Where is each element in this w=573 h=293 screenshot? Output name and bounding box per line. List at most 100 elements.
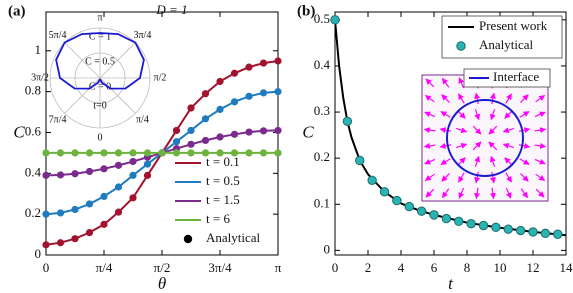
polar-theta-label: π/4 xyxy=(136,115,149,126)
data-point xyxy=(56,149,65,157)
data-point xyxy=(143,160,152,168)
field-arrow xyxy=(488,141,498,151)
x-tick-label: 4 xyxy=(398,260,405,275)
data-point xyxy=(187,126,195,135)
field-arrow xyxy=(425,78,435,88)
field-arrow xyxy=(502,127,515,134)
data-point xyxy=(172,138,181,146)
data-point xyxy=(143,149,152,157)
data-point xyxy=(454,216,464,227)
field-arrow xyxy=(505,187,512,199)
data-point xyxy=(230,69,239,77)
field-arrow xyxy=(440,111,451,118)
y-tick-label: 0 xyxy=(324,241,331,256)
y-tick-label: 0.4 xyxy=(314,57,331,72)
field-arrow xyxy=(423,142,436,149)
field-arrow xyxy=(424,94,435,103)
panel-label: (a) xyxy=(8,3,26,19)
data-point xyxy=(515,225,526,236)
panel-label: (b) xyxy=(297,3,315,19)
data-point xyxy=(230,98,239,106)
chart-title: D = 1 xyxy=(155,2,187,17)
y-tick-label: 0 xyxy=(35,246,42,261)
field-arrow xyxy=(424,158,436,165)
data-point xyxy=(274,149,282,157)
field-arrow xyxy=(455,127,468,134)
x-tick-label: 6 xyxy=(431,260,438,275)
polar-label: t=0 xyxy=(93,100,106,111)
field-arrow xyxy=(505,172,512,183)
data-point xyxy=(42,241,50,249)
legend-label: Analytical xyxy=(479,37,534,52)
x-axis-label: t xyxy=(448,274,454,293)
data-point xyxy=(201,90,210,98)
field-arrow xyxy=(439,127,452,134)
data-point xyxy=(56,171,65,179)
legend-label: t = 6 xyxy=(206,211,230,226)
field-arrow xyxy=(423,127,436,134)
inset-legend-frame xyxy=(463,68,551,88)
data-point xyxy=(392,195,402,206)
field-arrow xyxy=(474,171,481,184)
y-tick-label: 0.6 xyxy=(25,123,42,138)
field-arrow xyxy=(520,173,529,182)
data-point xyxy=(129,149,137,157)
field-arrow xyxy=(520,94,529,103)
y-tick-label: 1 xyxy=(35,42,42,57)
data-point xyxy=(230,149,239,157)
data-point xyxy=(441,213,452,224)
field-arrow xyxy=(489,92,496,105)
legend-label: t = 0.5 xyxy=(206,173,240,188)
field-arrow xyxy=(535,94,546,103)
data-point xyxy=(187,104,195,112)
data-point xyxy=(114,149,123,157)
field-arrow xyxy=(474,92,481,105)
field-arrow xyxy=(424,111,436,118)
data-point xyxy=(245,63,253,71)
field-arrow xyxy=(519,111,530,118)
field-arrow xyxy=(519,158,530,165)
data-point xyxy=(100,149,108,157)
field-arrow xyxy=(458,77,465,89)
data-point xyxy=(71,205,79,214)
y-tick-label: 0.1 xyxy=(314,195,330,210)
data-point xyxy=(71,235,79,243)
legend-label: Present work xyxy=(479,18,548,33)
y-tick-label: 0.3 xyxy=(314,103,330,118)
data-point xyxy=(330,15,340,25)
data-point xyxy=(416,206,427,216)
field-arrow xyxy=(488,125,498,135)
polar-theta-label: 3π/2 xyxy=(31,72,49,83)
polar-curve xyxy=(55,32,145,90)
data-point xyxy=(259,89,268,97)
x-tick-label: 10 xyxy=(494,260,507,275)
data-point xyxy=(491,222,501,233)
field-arrow xyxy=(534,127,547,134)
field-arrow xyxy=(441,188,450,199)
field-arrow xyxy=(489,108,496,121)
x-tick-label: 12 xyxy=(527,260,540,275)
polar-theta-label: 0 xyxy=(98,132,103,143)
data-point xyxy=(129,171,137,179)
legend-frame xyxy=(441,15,563,59)
data-point xyxy=(85,228,94,237)
field-arrow xyxy=(474,155,481,168)
polar-theta-label: 5π/4 xyxy=(49,30,67,41)
data-point xyxy=(503,224,513,234)
data-point xyxy=(172,149,181,157)
data-point xyxy=(274,57,282,65)
legend-label: t = 0.1 xyxy=(206,154,240,169)
field-arrow xyxy=(520,188,529,199)
data-point xyxy=(466,218,476,229)
data-point xyxy=(216,77,224,86)
x-tick-label: π/4 xyxy=(96,260,113,275)
data-point xyxy=(259,127,268,135)
y-axis-label: C xyxy=(13,122,25,141)
data-point xyxy=(274,88,282,96)
polar-theta-label: 7π/4 xyxy=(49,115,67,126)
inset-legend-label: Interface xyxy=(493,69,539,84)
data-point xyxy=(85,200,94,208)
data-point xyxy=(158,149,166,157)
data-point xyxy=(245,128,253,136)
polar-theta-label: π/2 xyxy=(154,72,167,83)
